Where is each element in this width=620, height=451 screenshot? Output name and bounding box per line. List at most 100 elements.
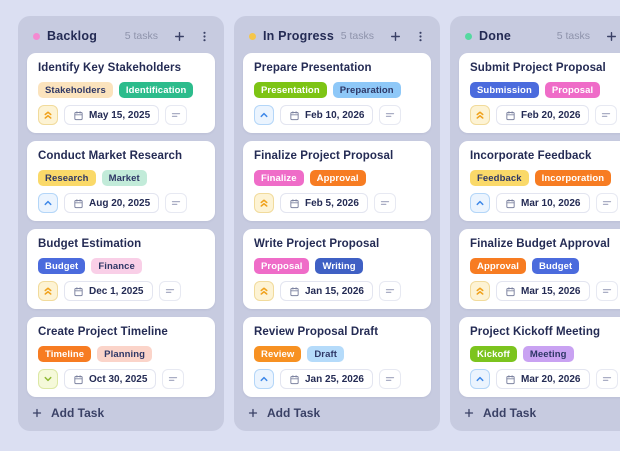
due-date-chip: May 15, 2025 [64, 105, 160, 125]
tag: Approval [470, 258, 526, 274]
tag: Budget [38, 258, 86, 274]
kanban-board: Backlog 5 tasks Identify Key Stakeholder… [18, 16, 620, 431]
add-card-button[interactable] [603, 28, 619, 44]
chevrons-up-icon [474, 285, 486, 297]
tag: Proposal [544, 82, 601, 98]
notes-icon [169, 377, 178, 381]
due-date: Jan 15, 2026 [305, 285, 364, 297]
card-title: Create Project Timeline [38, 326, 168, 338]
column-task-count: 5 tasks [556, 30, 590, 42]
task-card[interactable]: Review Proposal Draft Review Draft Jan 25… [243, 317, 431, 397]
card-title: Finalize Budget Approval [470, 238, 610, 250]
due-date-chip: Dec 1, 2025 [64, 281, 153, 301]
calendar-icon [73, 374, 84, 385]
column-task-count: 5 tasks [124, 30, 158, 42]
calendar-icon [505, 286, 516, 297]
task-card[interactable]: Create Project Timeline Timeline Planning… [27, 317, 215, 397]
add-card-button[interactable] [171, 28, 187, 44]
due-date: Feb 10, 2026 [305, 109, 365, 121]
card-meta-row: Mar 20, 2026 [470, 369, 620, 389]
priority-chip-medium [254, 105, 274, 125]
notes-icon [172, 201, 181, 205]
card-meta-row: Dec 1, 2025 [38, 281, 204, 301]
tag-list: Stakeholders Identification [38, 82, 204, 98]
add-task-button[interactable]: Add Task [27, 397, 215, 422]
notes-icon [385, 377, 395, 381]
column-menu-button[interactable] [196, 28, 212, 44]
due-date: Aug 20, 2025 [89, 197, 151, 209]
notes-icon [165, 289, 174, 293]
tag: Preparation [332, 82, 401, 98]
tag-list: Finalize Approval [254, 170, 420, 186]
due-date-chip: Feb 20, 2026 [496, 105, 590, 125]
tag-list: Kickoff Meeting [470, 346, 620, 362]
card-meta-row: May 15, 2025 [38, 105, 204, 125]
priority-chip-high [254, 281, 274, 301]
priority-chip-high [470, 105, 490, 125]
add-task-button[interactable]: Add Task [459, 397, 620, 422]
task-card[interactable]: Finalize Project Proposal Finalize Approv… [243, 141, 431, 221]
plus-icon [606, 31, 616, 41]
chevron-up-icon [258, 109, 270, 121]
due-date: Dec 1, 2025 [89, 285, 144, 297]
card-title: Write Project Proposal [254, 238, 380, 250]
tag: Timeline [38, 346, 92, 362]
due-date: Mar 15, 2026 [521, 285, 581, 297]
kebab-menu-icon [202, 31, 206, 41]
due-date-chip: Feb 5, 2026 [280, 193, 368, 213]
tag: Writing [315, 258, 363, 274]
plus-icon [31, 407, 43, 419]
notes-indicator [595, 369, 618, 389]
tag: Finance [91, 258, 142, 274]
task-card[interactable]: Finalize Budget Approval Approval Budget … [459, 229, 620, 309]
chevron-up-icon [42, 197, 54, 209]
chevron-up-icon [474, 197, 486, 209]
card-title: Finalize Project Proposal [254, 150, 394, 162]
due-date: Mar 10, 2026 [521, 197, 581, 209]
card-title: Review Proposal Draft [254, 326, 379, 338]
tag-list: Review Draft [254, 346, 420, 362]
calendar-icon [289, 374, 300, 385]
column-menu-button[interactable] [412, 28, 428, 44]
tag: Meeting [522, 346, 574, 362]
notes-icon [602, 113, 611, 117]
task-card[interactable]: Project Kickoff Meeting Kickoff Meeting M… [459, 317, 620, 397]
tag-list: Proposal Writing [254, 258, 420, 274]
due-date: Jan 25, 2026 [305, 373, 364, 385]
tag-list: Approval Budget [470, 258, 620, 274]
task-card[interactable]: Prepare Presentation Presentation Prepara… [243, 53, 431, 133]
card-title: Incorporate Feedback [470, 150, 592, 162]
task-card[interactable]: Conduct Market Research Research Market A… [27, 141, 215, 221]
add-task-label: Add Task [267, 406, 321, 420]
due-date-chip: Feb 10, 2026 [280, 105, 374, 125]
notes-indicator [595, 105, 618, 125]
task-card[interactable]: Incorporate Feedback Feedback Incorporati… [459, 141, 620, 221]
notes-icon [602, 377, 611, 381]
chevrons-up-icon [42, 109, 54, 121]
task-card[interactable]: Identify Key Stakeholders Stakeholders Id… [27, 53, 215, 133]
tag: Budget [531, 258, 580, 274]
add-task-label: Add Task [483, 406, 537, 420]
card-meta-row: Aug 20, 2025 [38, 193, 204, 213]
column-header: Backlog 5 tasks [27, 25, 215, 53]
tag: Proposal [254, 258, 310, 274]
card-meta-row: Oct 30, 2025 [38, 369, 204, 389]
card-list: Submit Project Proposal Submission Propos… [459, 53, 620, 397]
column-done: Done 5 tasks Submit Project Proposal Sub… [450, 16, 620, 431]
due-date-chip: Oct 30, 2025 [64, 369, 157, 389]
notes-indicator [378, 281, 401, 301]
column-title: Backlog [47, 29, 98, 43]
calendar-icon [289, 198, 300, 209]
calendar-icon [505, 198, 516, 209]
plus-icon [390, 31, 400, 41]
task-card[interactable]: Write Project Proposal Proposal Writing J… [243, 229, 431, 309]
task-card[interactable]: Budget Estimation Budget Finance Dec 1, 2… [27, 229, 215, 309]
due-date: Oct 30, 2025 [89, 373, 148, 385]
task-card[interactable]: Submit Project Proposal Submission Propos… [459, 53, 620, 133]
card-meta-row: Feb 10, 2026 [254, 105, 420, 125]
notes-indicator [373, 193, 396, 213]
priority-chip-low [38, 369, 58, 389]
add-card-button[interactable] [387, 28, 403, 44]
add-task-button[interactable]: Add Task [243, 397, 431, 422]
tag: Feedback [470, 170, 529, 186]
